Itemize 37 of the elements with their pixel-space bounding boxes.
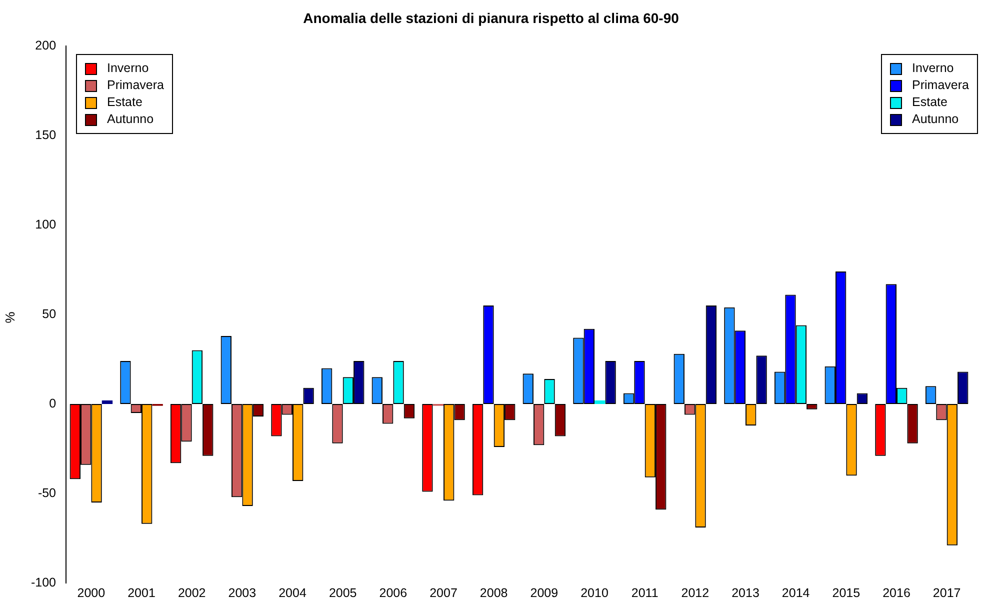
x-tick-label: 2015 xyxy=(832,586,860,600)
legend-label: Primavera xyxy=(912,77,969,94)
legend-label: Estate xyxy=(107,94,142,111)
y-tick-label: 50 xyxy=(42,306,56,321)
x-tick-label: 2010 xyxy=(580,586,608,600)
x-tick-label: 2011 xyxy=(631,586,658,600)
legend-label: Inverno xyxy=(107,60,149,77)
legend-label: Primavera xyxy=(107,77,164,94)
y-tick-label: 200 xyxy=(35,38,56,52)
x-tick-label: 2009 xyxy=(530,586,558,600)
y-tick-label: 0 xyxy=(49,396,56,410)
x-tick-label: 2012 xyxy=(681,586,710,600)
x-tick-label: 2003 xyxy=(228,586,256,600)
x-tick-label: 2016 xyxy=(882,586,910,600)
y-tick-label: -100 xyxy=(30,575,56,590)
y-axis-title: % xyxy=(2,312,18,324)
x-tick-label: 2002 xyxy=(178,586,206,600)
x-tick-label: 2008 xyxy=(480,586,508,600)
x-tick-label: 2004 xyxy=(278,586,306,600)
bar xyxy=(594,400,606,404)
x-tick-label: 2014 xyxy=(782,586,810,600)
x-tick-label: 2001 xyxy=(128,586,156,600)
x-tick-label: 2005 xyxy=(328,586,357,600)
legend-label: Inverno xyxy=(912,60,954,77)
y-tick-label: 150 xyxy=(35,128,56,142)
x-tick-label: 2000 xyxy=(77,586,106,600)
legend-label: Estate xyxy=(912,94,948,111)
legend-label: Autunno xyxy=(912,111,959,128)
x-tick-label: 2017 xyxy=(932,586,961,600)
bar xyxy=(102,400,113,404)
chart-title: Anomalia delle stazioni di pianura rispetto al clima 60-90 xyxy=(302,10,680,26)
x-tick-label: 2013 xyxy=(732,586,760,600)
y-tick-label: -50 xyxy=(38,486,56,500)
x-tick-label: 2007 xyxy=(430,586,458,600)
legend-label: Autunno xyxy=(107,111,154,128)
y-tick-label: 100 xyxy=(35,217,56,232)
x-tick-label: 2006 xyxy=(379,586,408,600)
